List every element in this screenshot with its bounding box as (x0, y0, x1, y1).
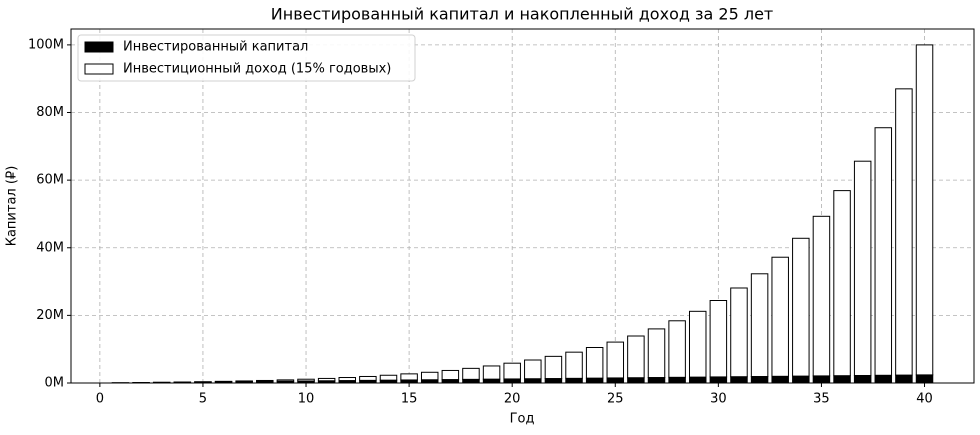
y-tick-label: 20M (36, 308, 64, 323)
bar (751, 377, 767, 383)
bar (463, 379, 479, 383)
bar (875, 128, 891, 376)
bar (628, 336, 644, 378)
bar (669, 321, 685, 378)
bar (483, 379, 499, 383)
bar (483, 366, 499, 379)
bar (257, 380, 273, 381)
x-tick-label: 5 (199, 392, 207, 407)
bar (566, 378, 582, 383)
x-tick-label: 20 (504, 392, 521, 407)
bar (896, 375, 912, 383)
x-tick-label: 10 (298, 392, 315, 407)
x-tick-label: 25 (607, 392, 624, 407)
bar (442, 370, 458, 379)
bar (916, 375, 932, 383)
bar (504, 379, 520, 383)
bar (689, 377, 705, 383)
bar (442, 380, 458, 383)
bar (318, 378, 334, 380)
x-tick-label: 40 (916, 392, 933, 407)
y-axis-label: Капитал (₽) (5, 166, 20, 247)
bar (793, 376, 809, 383)
y-tick-label: 40M (36, 240, 64, 255)
bar (813, 216, 829, 376)
bar (648, 378, 664, 383)
x-tick-label: 30 (710, 392, 727, 407)
chart-title: Инвестированный капитал и накопленный до… (271, 5, 773, 24)
bar (607, 378, 623, 383)
legend-label: Инвестиционный доход (15% годовых) (123, 62, 391, 77)
bar (463, 368, 479, 379)
bar (896, 89, 912, 375)
legend-swatch (85, 64, 113, 74)
bar (421, 372, 437, 379)
bar (504, 363, 520, 379)
bar (401, 374, 417, 380)
y-tick-label: 80M (36, 105, 64, 120)
x-axis-label: Год (510, 412, 535, 427)
legend-label: Инвестированный капитал (123, 40, 308, 55)
bar (813, 376, 829, 383)
x-tick-label: 35 (813, 392, 830, 407)
bar (834, 376, 850, 383)
bar (854, 161, 870, 375)
y-tick-label: 60M (36, 173, 64, 188)
bar (607, 342, 623, 378)
x-tick-label: 0 (96, 392, 104, 407)
bar (236, 381, 252, 382)
bar (545, 379, 561, 383)
bar (628, 378, 644, 383)
bar (875, 375, 891, 383)
bar (586, 347, 602, 378)
bar (751, 274, 767, 377)
bar (545, 356, 561, 378)
bar (586, 378, 602, 383)
bar (380, 375, 396, 380)
bar (710, 377, 726, 383)
y-tick-label: 100M (28, 37, 64, 52)
bar (854, 375, 870, 383)
bar (360, 376, 376, 380)
bar (298, 379, 314, 381)
bar (689, 311, 705, 377)
x-tick-label: 15 (401, 392, 418, 407)
bar (710, 301, 726, 377)
bar (834, 191, 850, 376)
bar (648, 329, 664, 378)
bar (731, 377, 747, 383)
bar (793, 238, 809, 376)
bar (916, 45, 932, 375)
bar (339, 378, 355, 381)
bar (525, 379, 541, 383)
bar (772, 257, 788, 376)
bar (669, 377, 685, 383)
bar (525, 360, 541, 379)
y-tick-label: 0M (45, 376, 65, 391)
bar (566, 352, 582, 378)
bar (772, 376, 788, 383)
bar (277, 380, 293, 381)
legend-swatch (85, 42, 113, 52)
bar (731, 288, 747, 377)
